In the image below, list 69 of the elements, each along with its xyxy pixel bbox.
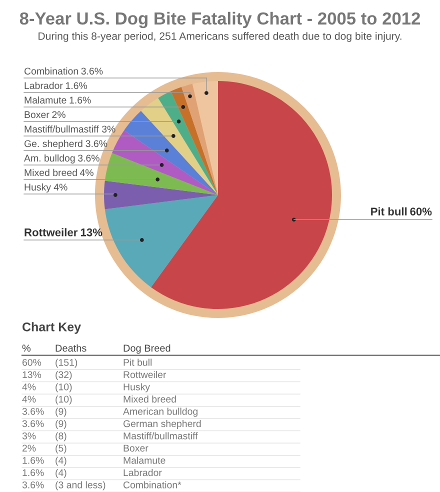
pie-slice [192, 81, 218, 195]
slice-label: Ge. shepherd [24, 140, 82, 149]
slice-label: Mixed breed [24, 168, 77, 176]
data-label: 3.6% [78, 154, 100, 162]
slice-label: Am. bulldog [24, 154, 75, 164]
text: 4% [22, 396, 36, 403]
text: Rottweiler [124, 370, 166, 378]
text: Labrador [124, 468, 162, 476]
pie-slice [104, 180, 218, 210]
text: 4% [22, 384, 36, 390]
pie-slice [158, 91, 218, 195]
text: (10) [56, 383, 72, 392]
text: (4) [56, 456, 66, 466]
data-label: 2% [52, 111, 66, 118]
text: (10) [56, 395, 72, 405]
text: 60% [22, 358, 42, 366]
text: (9) [56, 420, 66, 430]
data-label: 1.6% [70, 96, 91, 104]
pie-slice [104, 195, 218, 288]
text: (3 and less) [56, 481, 106, 490]
text: German shepherd [123, 420, 201, 430]
text: Boxer [124, 444, 148, 452]
text: Deaths [56, 344, 86, 352]
text: Pit bull [124, 358, 152, 366]
data-label: 4% [80, 169, 94, 176]
text: (9) [56, 408, 66, 417]
slice-label: Husky [24, 183, 51, 192]
text: Mixed breed [124, 395, 176, 403]
text: 3% [22, 432, 36, 440]
text: 2% [22, 444, 36, 452]
text: (151) [56, 358, 78, 368]
data-label: 3.6% [81, 68, 103, 75]
text: Combination* [123, 481, 182, 488]
text: (4) [56, 468, 66, 478]
text: 3.6% [22, 408, 44, 415]
text: Husky [124, 383, 150, 392]
text: 13% [22, 371, 42, 378]
data-label: 4% [54, 184, 68, 191]
text: 1.6% [22, 469, 44, 476]
pie-slice [104, 153, 218, 195]
pie-slice [141, 98, 218, 195]
pie-slice [170, 87, 218, 195]
pie-slice [124, 110, 218, 195]
data-label: 60% [410, 208, 432, 216]
text: (8) [56, 432, 66, 442]
text: 1.6% [22, 456, 44, 464]
slice-label: Labrador [24, 82, 63, 90]
pie-slice [150, 81, 332, 309]
text: % [22, 344, 31, 352]
text: (5) [56, 444, 66, 454]
text: American bulldog [123, 408, 198, 417]
chart-title: 8-Year U.S. Dog Bite Fatality Chart - 2005 to 2012 [20, 12, 420, 28]
slice-label: Rottweiler [24, 228, 78, 236]
text: 3.6% [22, 420, 44, 428]
text: (32) [56, 370, 72, 380]
text: Dog Breed [124, 344, 170, 354]
pie-slice [181, 84, 218, 195]
text: Mastiff/bullmastiff [124, 432, 198, 440]
text: Malamute [124, 456, 166, 464]
slice-label: Pit bull [371, 207, 407, 216]
text: 3.6% [22, 481, 44, 488]
slice-label: Malamute [24, 96, 66, 104]
text: Chart Key [22, 322, 81, 334]
slice-label: Mastiff/bullmastiff [24, 125, 99, 133]
data-label: 13% [80, 228, 102, 236]
chart-subtitle: During this 8-year period, 251 Americans suffered death due to dog bite injury. [38, 32, 402, 42]
data-label: 1.6% [66, 82, 88, 90]
slice-label: Boxer [24, 111, 50, 118]
slice-label: Combination [24, 67, 78, 75]
